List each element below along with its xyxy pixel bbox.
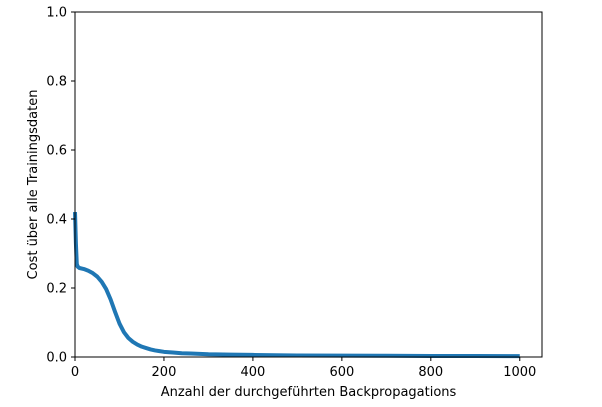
x-tick-label: 1000 <box>503 365 536 380</box>
y-tick-label: 0.4 <box>46 213 67 228</box>
y-tick-label: 0.8 <box>46 75 67 90</box>
x-axis-label: Anzahl der durchgeführten Backpropagatio… <box>161 385 457 400</box>
y-tick-label: 0.6 <box>46 144 67 159</box>
y-tick-label: 1.0 <box>46 6 67 21</box>
series-line-0 <box>73 212 520 359</box>
y-tick-label: 0.0 <box>46 351 67 366</box>
plot-frame <box>74 11 543 358</box>
plot-area <box>73 212 520 359</box>
x-tick-label: 0 <box>71 365 79 380</box>
x-tick-label: 800 <box>418 365 443 380</box>
x-tick-label: 200 <box>152 365 177 380</box>
x-tick-label: 400 <box>240 365 265 380</box>
axis-ticks: 0 200 400 600 800 1000 0.0 0.2 0.4 0.6 0.8 1.0 <box>46 6 536 381</box>
y-axis-label: Cost über alle Trainingsdaten <box>26 90 41 280</box>
x-tick-label: 600 <box>329 365 354 380</box>
y-tick-label: 0.2 <box>46 282 67 297</box>
